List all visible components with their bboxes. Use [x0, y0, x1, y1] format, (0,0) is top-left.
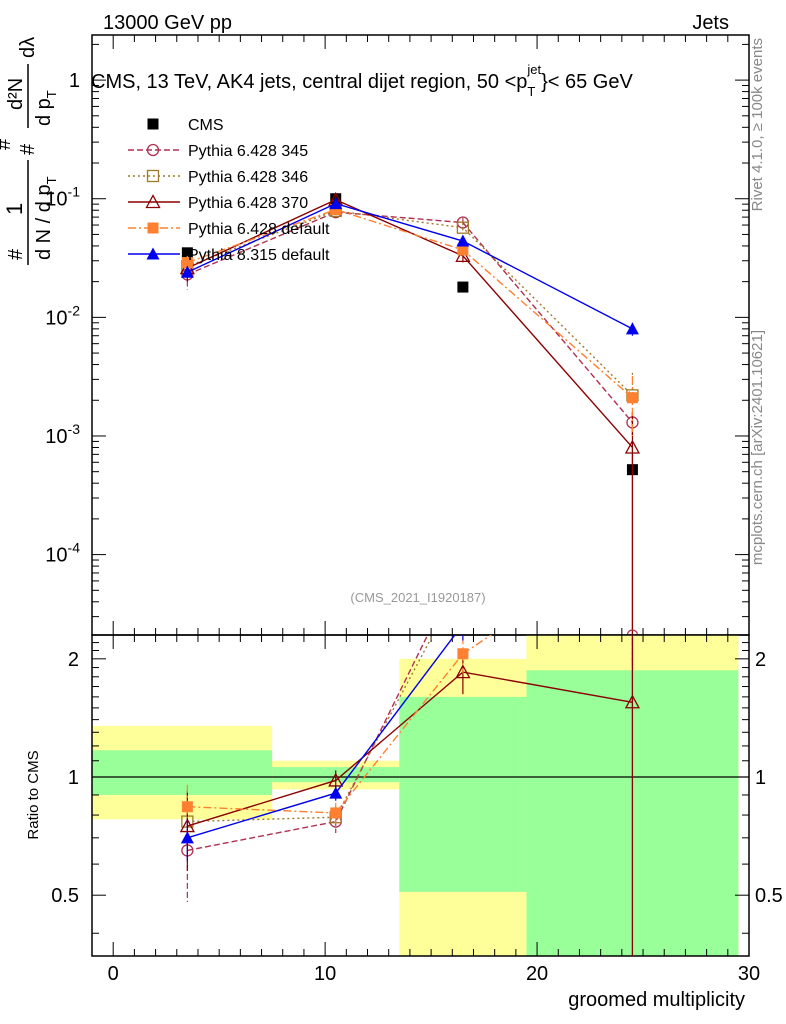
series-line-pythia-6-428-346 — [187, 210, 633, 396]
y-label-frac2-num: d²N — [5, 78, 27, 110]
main-y-axis-label: # 1 d N / d pT # # d²N d pT dλ — [0, 37, 59, 265]
ratio-bands — [92, 635, 739, 956]
ratio-y-tick-label-right: 0.5 — [755, 885, 783, 907]
data-point-pythia-8-315-default — [456, 234, 470, 247]
x-tick-label: 0 — [108, 963, 119, 985]
data-point-pythia-8-315-default — [625, 322, 639, 335]
legend-marker-cms — [147, 118, 159, 130]
series-line-pythia-8-315-default — [187, 202, 633, 330]
main-y-tick-label: 10-4 — [45, 540, 80, 567]
series-line-pythia-6-428-345 — [187, 211, 633, 423]
ratio-y-tick-label-right: 2 — [755, 649, 766, 671]
main-y-tick-label: 1 — [69, 70, 80, 92]
analysis-watermark: (CMS_2021_I1920187) — [350, 590, 485, 605]
main-panel: 1 10-1 10-2 10-3 10-4 — [45, 34, 750, 636]
main-y-tick-label: 10-1 — [45, 184, 80, 211]
main-y-tick-label: 10-2 — [45, 302, 80, 329]
data-point-pythia-6-428-default — [457, 244, 469, 256]
legend-label-pythia-6-428-346: Pythia 6.428 346 — [188, 169, 308, 186]
ratio-line-pythia-8-315-default — [187, 635, 456, 839]
data-point-cms — [181, 247, 193, 259]
data-point-pythia-6-428-default — [330, 204, 342, 216]
header-left: 13000 GeV pp — [103, 12, 232, 34]
ratio-y-tick-label: 2 — [68, 649, 79, 671]
header-right: Jets — [692, 12, 729, 34]
y-label-hash-1: # — [5, 248, 27, 260]
x-tick-label: 10 — [314, 963, 336, 985]
legend-marker-pythia-6-428-345 — [146, 143, 160, 157]
legend-marker-pythia-8-315-default — [146, 247, 160, 260]
data-point-pythia-6-428-default — [181, 256, 193, 268]
legend-marker-pythia-6-428-346 — [146, 169, 160, 183]
x-tick-label: 30 — [738, 963, 760, 985]
y-label-den: d N / d pT — [33, 176, 59, 260]
uncertainty-band-green-0 — [92, 750, 273, 795]
legend-label-pythia-6-428-370: Pythia 6.428 370 — [188, 195, 308, 212]
data-point-offscale-marker — [626, 629, 639, 635]
main-data — [179, 191, 641, 635]
uncertainty-band-green-2 — [399, 696, 527, 892]
ratio-data — [179, 309, 641, 956]
data-point-pythia-6-428-default — [626, 392, 638, 404]
mcplots-source-label: mcplots.cern.ch [arXiv:2401.10621] — [749, 330, 766, 565]
ratio-y-tick-label-right: 1 — [755, 767, 766, 789]
ratio-point-pythia-6-428-default — [330, 807, 342, 819]
data-point-pythia-8-315-default — [329, 197, 343, 210]
data-point-pythia-8-315-default — [180, 265, 194, 278]
ratio-point-pythia-8-315-default — [626, 309, 639, 321]
ratio-point-pythia-6-428-346 — [457, 573, 468, 584]
main-y-tick-label: 10-3 — [45, 421, 80, 448]
ratio-frame — [91, 634, 750, 957]
x-tick-label: 20 — [526, 963, 548, 985]
ratio-line-pythia-6-428-345 — [187, 635, 429, 852]
series-line-pythia-6-428-default — [187, 208, 633, 399]
ratio-point-pythia-6-428-default — [457, 648, 469, 660]
ratio-point-pythia-8-315-default — [329, 786, 343, 799]
x-axis-label: groomed multiplicity — [568, 989, 745, 1011]
ratio-point-pythia-8-315-default — [456, 618, 469, 630]
ratio-line-pythia-6-428-370 — [187, 671, 633, 827]
ratio-point-pythia-6-428-370 — [455, 664, 471, 679]
ratio-point-pythia-6-428-default — [181, 801, 193, 813]
rivet-version-label: Rivet 4.1.0, ≥ 100k events — [749, 38, 766, 211]
legend-label-pythia-6-428-345: Pythia 6.428 345 — [188, 143, 308, 160]
y-label-tail: dλ — [17, 37, 39, 58]
ratio-panel: 0 10 20 30 0.5 0.5 1 1 2 2 — [51, 309, 783, 985]
legend-label-cms: CMS — [188, 117, 224, 134]
series-line-pythia-6-428-370 — [187, 198, 633, 448]
legend-marker-pythia-6-428-default — [147, 222, 159, 234]
data-point-pythia-6-428-346 — [456, 221, 470, 234]
legend-label-pythia-8-315-default: Pythia 8.315 default — [188, 247, 330, 264]
legend-marker-pythia-6-428-370 — [145, 194, 161, 209]
plot-title: CMS, 13 TeV, AK4 jets, central dijet reg… — [91, 62, 633, 99]
legend: CMS Pythia 6.428 345 Pythia 6.428 346 Pythi… — [128, 117, 330, 264]
legend-label-pythia-6-428-default: Pythia 6.428 default — [188, 221, 330, 238]
ratio-y-tick-label: 1 — [68, 767, 79, 789]
y-label-hash-2: # — [0, 138, 15, 150]
y-label-num: 1 — [2, 203, 27, 215]
ratio-y-tick-label: 0.5 — [51, 885, 79, 907]
y-label-frac2-den: d pT — [33, 90, 59, 126]
data-point-cms — [457, 281, 469, 293]
ratio-y-axis-label: Ratio to CMS — [25, 750, 42, 839]
y-label-hash-3: # — [17, 143, 39, 155]
ratio-point-pythia-8-315-default — [180, 831, 194, 844]
ratio-point-pythia-6-428-345 — [457, 558, 468, 569]
